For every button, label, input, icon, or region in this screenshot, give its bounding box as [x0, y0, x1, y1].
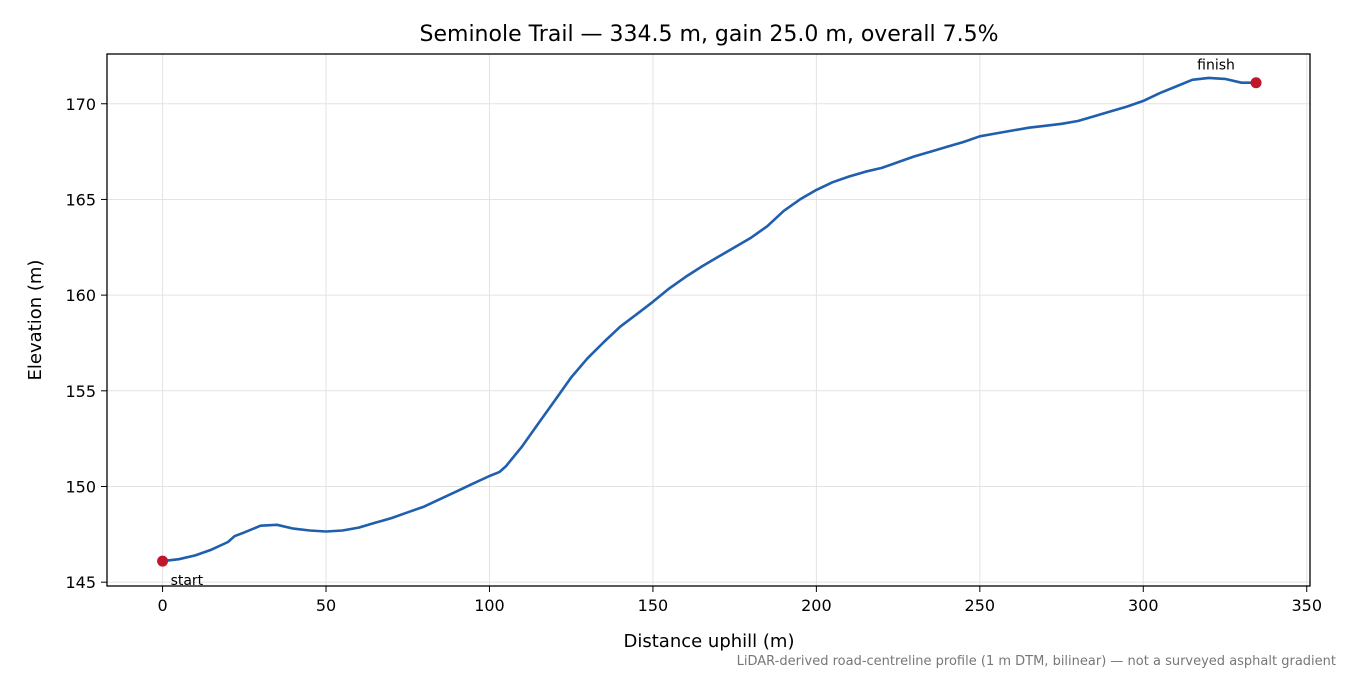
start-annotation: start [171, 573, 204, 589]
x-tick-label: 150 [638, 596, 669, 615]
finish-annotation: finish [1197, 58, 1235, 74]
y-tick-label: 165 [65, 190, 96, 209]
x-tick-label: 300 [1128, 596, 1159, 615]
x-tick-label: 0 [157, 596, 167, 615]
finish-marker [1250, 77, 1262, 89]
x-axis-label: Distance uphill (m) [624, 631, 795, 652]
elevation-series-line [161, 76, 1258, 563]
y-tick-label: 170 [65, 95, 96, 114]
y-tick-label: 150 [65, 477, 96, 496]
plot-frame [106, 53, 1311, 587]
start-marker [157, 555, 169, 567]
grid [107, 54, 1310, 586]
marker-layer [157, 77, 1262, 567]
y-axis-label: Elevation (m) [25, 260, 46, 381]
footnote: LiDAR-derived road-centreline profile (1… [737, 654, 1336, 669]
x-tick-label: 350 [1291, 596, 1322, 615]
y-tick-label: 155 [65, 382, 96, 401]
y-tick-label: 160 [65, 286, 96, 305]
y-tick-label: 145 [65, 573, 96, 592]
x-tick-label: 200 [801, 596, 832, 615]
series-layer [161, 76, 1258, 563]
x-tick-label: 50 [316, 596, 336, 615]
axis-ticks: 0 50 100 150 200 250 300 350 145 150 155 160 165 170 [65, 95, 1322, 615]
x-tick-label: 250 [965, 596, 996, 615]
chart-title: Seminole Trail — 334.5 m, gain 25.0 m, o… [420, 22, 999, 47]
x-tick-label: 100 [474, 596, 505, 615]
